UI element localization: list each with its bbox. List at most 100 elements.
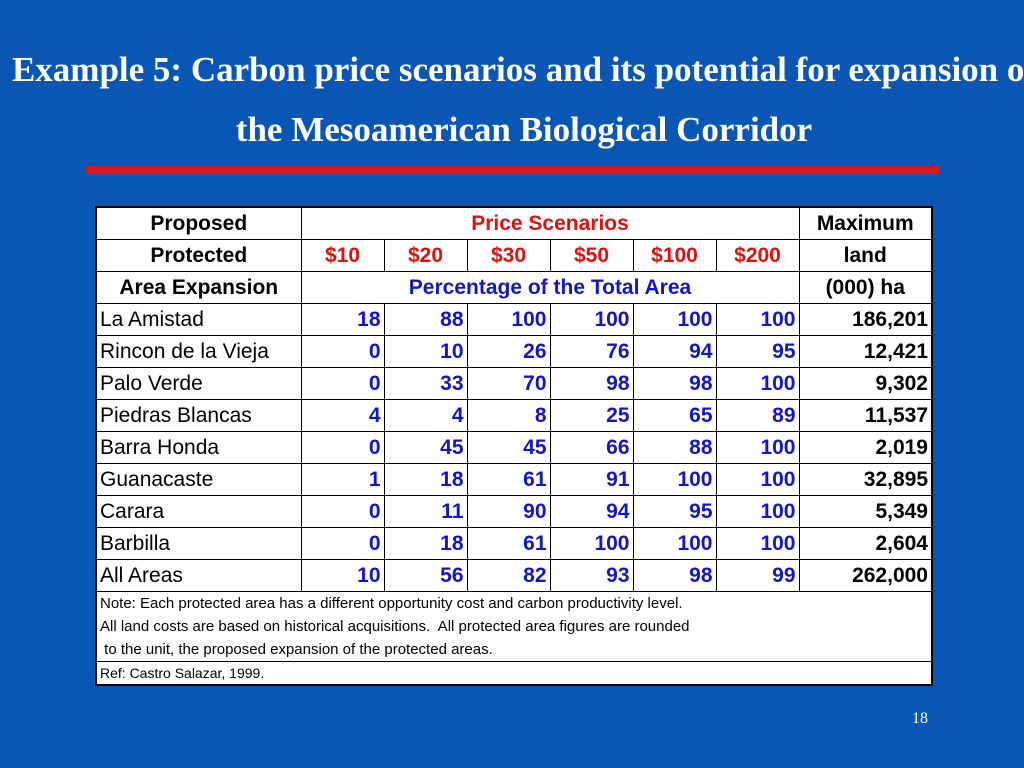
percentage-cell: 1 bbox=[300, 463, 385, 496]
table-row: Barra Honda 0 45 45 66 88 100 2,019 bbox=[95, 431, 933, 464]
percentage-cell: 56 bbox=[383, 559, 468, 592]
col-header-protected: Protected bbox=[95, 239, 302, 272]
table-note: All land costs are based on historical a… bbox=[95, 615, 933, 638]
page-number: 18 bbox=[912, 710, 928, 727]
protected-area-name: All Areas bbox=[95, 559, 302, 592]
percentage-cell: 91 bbox=[549, 463, 634, 496]
percentage-cell: 65 bbox=[632, 399, 717, 432]
percentage-cell: 94 bbox=[549, 495, 634, 528]
percentage-cell: 100 bbox=[715, 463, 800, 496]
percentage-cell: 100 bbox=[715, 303, 800, 336]
note-row: to the unit, the proposed expansion of t… bbox=[95, 638, 933, 662]
percentage-cell: 33 bbox=[383, 367, 468, 400]
percentage-cell: 0 bbox=[300, 527, 385, 560]
max-land-cell: 2,604 bbox=[798, 527, 933, 560]
percentage-cell: 94 bbox=[632, 335, 717, 368]
percentage-cell: 45 bbox=[383, 431, 468, 464]
percentage-cell: 100 bbox=[715, 367, 800, 400]
header-row-2: Protected $10 $20 $30 $50 $100 $200 land bbox=[95, 239, 933, 272]
percentage-cell: 100 bbox=[466, 303, 551, 336]
percentage-cell: 76 bbox=[549, 335, 634, 368]
price-10-header: $10 bbox=[300, 239, 385, 272]
percentage-cell: 0 bbox=[300, 367, 385, 400]
percentage-cell: 66 bbox=[549, 431, 634, 464]
percentage-cell: 100 bbox=[549, 527, 634, 560]
percentage-cell: 11 bbox=[383, 495, 468, 528]
table-row: Palo Verde 0 33 70 98 98 100 9,302 bbox=[95, 367, 933, 400]
percentage-cell: 61 bbox=[466, 527, 551, 560]
percentage-cell: 100 bbox=[632, 527, 717, 560]
table-row: Rincon de la Vieja 0 10 26 76 94 95 12,421 bbox=[95, 335, 933, 368]
percentage-cell: 61 bbox=[466, 463, 551, 496]
protected-area-name: Carara bbox=[95, 495, 302, 528]
percentage-cell: 100 bbox=[549, 303, 634, 336]
percentage-cell: 90 bbox=[466, 495, 551, 528]
table-row: All Areas 10 56 82 93 98 99 262,000 bbox=[95, 559, 933, 592]
percentage-cell: 88 bbox=[632, 431, 717, 464]
protected-area-name: Barra Honda bbox=[95, 431, 302, 464]
note-row: Note: Each protected area has a differen… bbox=[95, 591, 933, 615]
price-20-header: $20 bbox=[383, 239, 468, 272]
percentage-cell: 0 bbox=[300, 431, 385, 464]
table-note: Note: Each protected area has a differen… bbox=[95, 591, 933, 615]
percentage-cell: 8 bbox=[466, 399, 551, 432]
table-row: La Amistad 18 88 100 100 100 100 186,201 bbox=[95, 303, 933, 336]
percentage-cell: 18 bbox=[383, 527, 468, 560]
percentage-cell: 0 bbox=[300, 495, 385, 528]
percentage-cell: 70 bbox=[466, 367, 551, 400]
protected-area-name: La Amistad bbox=[95, 303, 302, 336]
max-land-cell: 5,349 bbox=[798, 495, 933, 528]
percentage-cell: 98 bbox=[632, 559, 717, 592]
percentage-header: Percentage of the Total Area bbox=[300, 271, 800, 304]
table-row: Guanacaste 1 18 61 91 100 100 32,895 bbox=[95, 463, 933, 496]
max-land-cell: 11,537 bbox=[798, 399, 933, 432]
percentage-cell: 89 bbox=[715, 399, 800, 432]
percentage-cell: 25 bbox=[549, 399, 634, 432]
table-row: Barbilla 0 18 61 100 100 100 2,604 bbox=[95, 527, 933, 560]
price-scenario-table: Proposed Price Scenarios Maximum Protect… bbox=[95, 206, 933, 686]
percentage-cell: 100 bbox=[715, 495, 800, 528]
max-land-cell: 12,421 bbox=[798, 335, 933, 368]
percentage-cell: 99 bbox=[715, 559, 800, 592]
table-row: Piedras Blancas 4 4 8 25 65 89 11,537 bbox=[95, 399, 933, 432]
price-100-header: $100 bbox=[632, 239, 717, 272]
protected-area-name: Guanacaste bbox=[95, 463, 302, 496]
col-header-land: land bbox=[798, 239, 933, 272]
reference-row: Ref: Castro Salazar, 1999. bbox=[95, 661, 933, 686]
col-header-proposed: Proposed bbox=[95, 206, 302, 240]
protected-area-name: Rincon de la Vieja bbox=[95, 335, 302, 368]
percentage-cell: 4 bbox=[383, 399, 468, 432]
percentage-cell: 98 bbox=[632, 367, 717, 400]
percentage-cell: 100 bbox=[632, 463, 717, 496]
percentage-cell: 93 bbox=[549, 559, 634, 592]
max-land-cell: 262,000 bbox=[798, 559, 933, 592]
percentage-cell: 88 bbox=[383, 303, 468, 336]
table-note: to the unit, the proposed expansion of t… bbox=[95, 638, 933, 662]
table-row: Carara 0 11 90 94 95 100 5,349 bbox=[95, 495, 933, 528]
reference-text: Ref: Castro Salazar, 1999. bbox=[95, 661, 933, 686]
percentage-cell: 0 bbox=[300, 335, 385, 368]
max-land-cell: 9,302 bbox=[798, 367, 933, 400]
percentage-cell: 10 bbox=[383, 335, 468, 368]
percentage-cell: 45 bbox=[466, 431, 551, 464]
percentage-cell: 4 bbox=[300, 399, 385, 432]
percentage-cell: 10 bbox=[300, 559, 385, 592]
percentage-cell: 100 bbox=[715, 431, 800, 464]
col-header-maximum: Maximum bbox=[798, 206, 933, 240]
max-land-cell: 186,201 bbox=[798, 303, 933, 336]
col-header-area-expansion: Area Expansion bbox=[95, 271, 302, 304]
header-row-3: Area Expansion Percentage of the Total A… bbox=[95, 271, 933, 304]
max-land-cell: 32,895 bbox=[798, 463, 933, 496]
protected-area-name: Piedras Blancas bbox=[95, 399, 302, 432]
percentage-cell: 18 bbox=[300, 303, 385, 336]
percentage-cell: 98 bbox=[549, 367, 634, 400]
max-land-cell: 2,019 bbox=[798, 431, 933, 464]
note-row: All land costs are based on historical a… bbox=[95, 615, 933, 638]
header-row-1: Proposed Price Scenarios Maximum bbox=[95, 206, 933, 240]
slide-title: Example 5: Carbon price scenarios and it… bbox=[11, 50, 1024, 149]
price-30-header: $30 bbox=[466, 239, 551, 272]
percentage-cell: 26 bbox=[466, 335, 551, 368]
percentage-cell: 100 bbox=[715, 527, 800, 560]
col-header-units: (000) ha bbox=[798, 271, 933, 304]
percentage-cell: 100 bbox=[632, 303, 717, 336]
